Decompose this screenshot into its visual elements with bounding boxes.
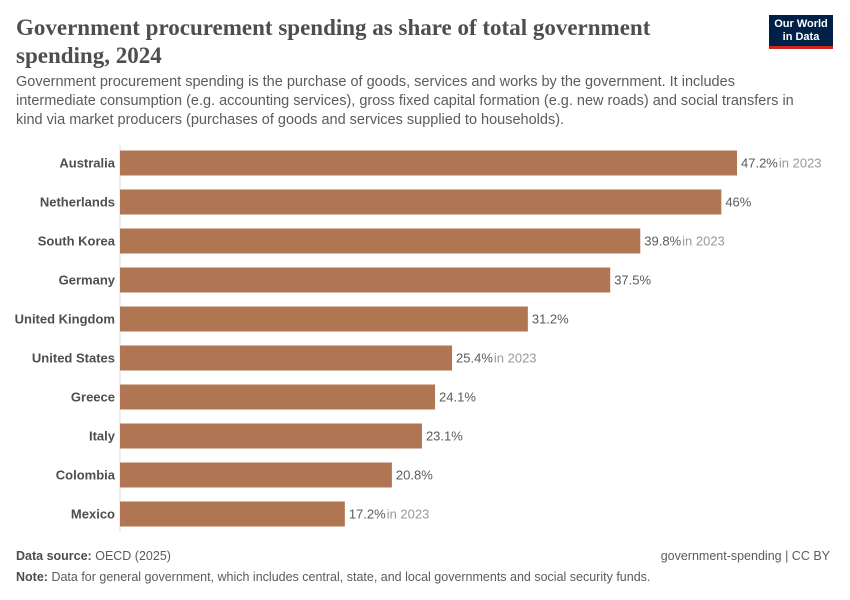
bar[interactable] <box>120 423 422 449</box>
owid-logo[interactable]: Our World in Data <box>769 15 833 49</box>
source-label: Data source: <box>16 549 92 563</box>
category-label: United Kingdom <box>15 312 115 327</box>
value-label: 23.1% <box>426 429 463 444</box>
note-label: Note: <box>16 570 48 584</box>
year-annotation: in 2023 <box>387 507 430 522</box>
year-annotation: in 2023 <box>779 156 822 171</box>
bar[interactable] <box>120 267 611 293</box>
bar[interactable] <box>120 384 436 410</box>
year-annotation: in 2023 <box>494 351 537 366</box>
category-label: Australia <box>59 156 115 171</box>
value-label: 31.2% <box>532 312 569 327</box>
value-label: 20.8% <box>396 468 433 483</box>
bar[interactable] <box>120 306 528 332</box>
value-label: 39.8% <box>644 234 681 249</box>
value-label: 24.1% <box>439 390 476 405</box>
data-source: Data source: OECD (2025) <box>16 549 171 563</box>
chart-title: Government procurement spending as share… <box>16 15 651 68</box>
bar[interactable] <box>120 189 722 215</box>
category-label: Colombia <box>56 468 116 483</box>
value-label: 46% <box>725 195 751 210</box>
logo-text: Our World <box>774 18 828 30</box>
value-label: 47.2% <box>741 156 778 171</box>
category-label: Mexico <box>71 507 115 522</box>
bar[interactable] <box>120 150 737 176</box>
source-value[interactable]: OECD (2025) <box>95 549 171 563</box>
license[interactable]: government-spending | CC BY <box>660 549 830 563</box>
bar[interactable] <box>120 345 453 371</box>
bar[interactable] <box>120 501 345 527</box>
value-label: 17.2% <box>349 507 386 522</box>
category-label: Italy <box>89 429 116 444</box>
category-label: United States <box>32 351 115 366</box>
category-label: Germany <box>59 273 116 288</box>
year-annotation: in 2023 <box>682 234 725 249</box>
value-label: 37.5% <box>614 273 651 288</box>
chart-subtitle: Government procurement spending is the p… <box>16 74 794 128</box>
note-text: Data for general government, which inclu… <box>51 570 651 584</box>
value-label: 25.4% <box>456 351 493 366</box>
bar[interactable] <box>120 228 641 254</box>
logo-text: in Data <box>782 31 820 43</box>
category-label: Netherlands <box>40 195 115 210</box>
note: Note: Data for general government, which… <box>16 570 650 584</box>
category-label: Greece <box>71 390 115 405</box>
bar[interactable] <box>120 462 392 488</box>
category-label: South Korea <box>38 234 116 249</box>
